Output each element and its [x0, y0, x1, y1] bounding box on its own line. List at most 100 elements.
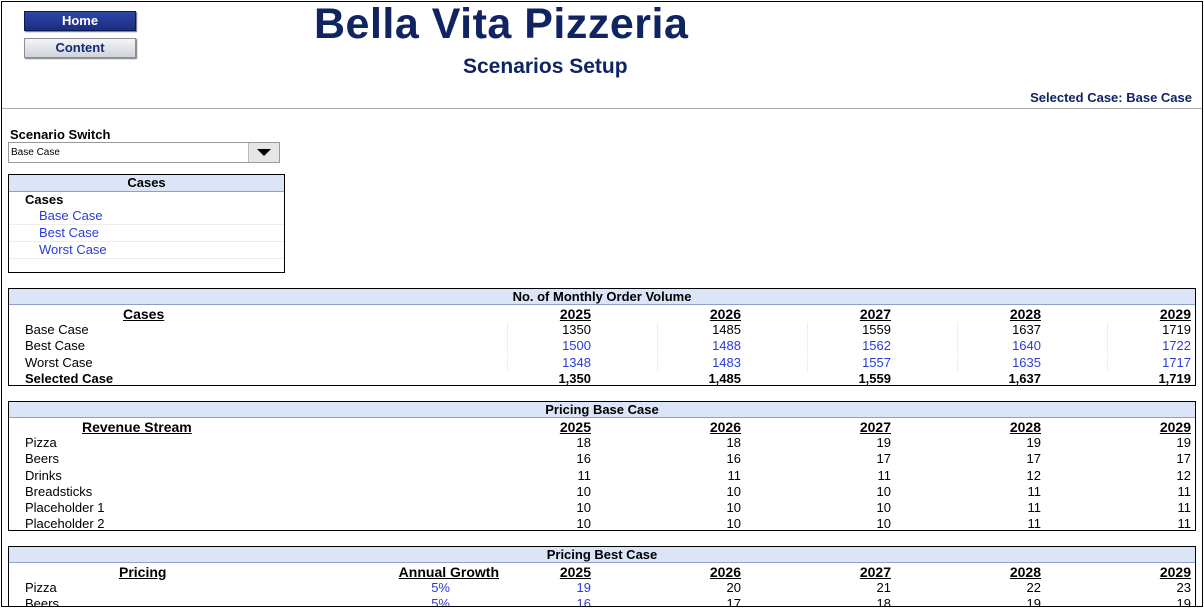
- volume-selected-label: Selected Case: [25, 370, 114, 386]
- pricing_base-value-cell: 16: [576, 451, 591, 467]
- case-item-best[interactable]: Best Case: [9, 225, 284, 242]
- cell-divider: [807, 322, 808, 339]
- year-header-2028: 2028: [1009, 419, 1041, 435]
- volume-value-cell[interactable]: 1488: [712, 338, 741, 354]
- volume-value-cell[interactable]: 1348: [562, 354, 591, 370]
- year-header-2026: 2026: [709, 306, 741, 322]
- header-divider: [2, 108, 1202, 109]
- pricing_base-value-cell: 11: [727, 467, 742, 483]
- volume-row: Base Case 1350 1485 1559 1637 1719: [9, 321, 1195, 339]
- pricing_best-growth-cell[interactable]: 5%: [431, 596, 450, 607]
- volume-value-cell[interactable]: 1717: [1162, 354, 1191, 370]
- pricing_best-label-header: Pricing: [119, 564, 167, 580]
- cell-divider: [957, 322, 958, 339]
- pricing_base-column-header-row: Revenue Stream 2025 2026 2027 2028 2029: [9, 418, 1195, 435]
- volume-value-cell[interactable]: 1500: [562, 338, 591, 354]
- pricing_base-header: Pricing Base Case: [9, 402, 1195, 418]
- year-header-2025: 2025: [559, 306, 591, 322]
- year-header-2028: 2028: [1009, 306, 1041, 322]
- selected-case-label: Selected Case: Base Case: [1030, 90, 1192, 105]
- order-volume-table: No. of Monthly Order Volume Cases 2025 2026…: [8, 288, 1196, 386]
- cell-divider: [657, 322, 658, 339]
- pricing_base-label-header: Revenue Stream: [82, 419, 192, 435]
- pricing_base-row: Breadsticks 10 10 10 11 11: [9, 483, 1195, 499]
- scenario-switch-value: Base Case: [11, 147, 60, 158]
- volume-value-cell[interactable]: 1483: [712, 354, 741, 370]
- case-item-worst[interactable]: Worst Case: [9, 242, 284, 259]
- case-item-base[interactable]: Base Case: [9, 208, 284, 225]
- pricing_base-value-cell: 19: [1176, 435, 1191, 451]
- pricing_base-row-label: Placeholder 2: [25, 516, 105, 531]
- pricing_base-row-label: Drinks: [25, 467, 62, 483]
- pricing_best-row-label: Beers: [25, 596, 59, 607]
- pricing_base-value-cell: 12: [1176, 467, 1191, 483]
- pricing_base-row-label: Beers: [25, 451, 59, 467]
- pricing_base-row: Pizza 18 18 19 19 19: [9, 434, 1195, 450]
- pricing_best-growth-header: Annual Growth: [398, 564, 499, 580]
- scenario-switch-dropdown[interactable]: Base Case: [8, 142, 280, 163]
- cases-panel: Cases Cases Base Case Best Case Worst Ca…: [8, 174, 285, 273]
- pricing-best-table: Pricing Best Case Pricing Annual Growth 202…: [8, 546, 1196, 607]
- volume-selected-row: Selected Case 1,350 1,485 1,559 1,637 1,719: [9, 370, 1195, 386]
- pricing_best-header: Pricing Best Case: [9, 547, 1195, 563]
- pricing_base-value-cell: 12: [1026, 467, 1041, 483]
- pricing_base-value-cell: 10: [876, 516, 891, 531]
- volume-selected-value: 1,719: [1158, 370, 1191, 386]
- pricing-base-table: Pricing Base Case Revenue Stream 2025 2026 2…: [8, 401, 1196, 531]
- scenario-switch-label: Scenario Switch: [10, 127, 111, 142]
- pricing_best-value-cell: 17: [726, 596, 741, 607]
- pricing_best-value-cell: 19: [1026, 596, 1041, 607]
- year-header-2026: 2026: [709, 419, 741, 435]
- cell-divider: [1107, 322, 1108, 339]
- volume-value-cell[interactable]: 1562: [862, 338, 891, 354]
- pricing_base-value-cell: 10: [576, 483, 591, 499]
- pricing_best-value-cell: 21: [876, 580, 891, 596]
- volume-row-label: Worst Case: [25, 354, 93, 370]
- volume-value-cell: 1485: [712, 322, 741, 338]
- pricing_base-value-cell: 19: [876, 435, 891, 451]
- pricing_best-growth-cell[interactable]: 5%: [431, 580, 450, 596]
- cell-divider: [957, 338, 958, 355]
- pricing_base-value-cell: 17: [1176, 451, 1191, 467]
- volume-value-cell[interactable]: 1635: [1012, 354, 1041, 370]
- volume-row: Worst Case 1348 1483 1557 1635 1717: [9, 354, 1195, 371]
- year-header-2029: 2029: [1159, 564, 1191, 580]
- year-header-2027: 2027: [859, 419, 891, 435]
- year-header-2029: 2029: [1159, 419, 1191, 435]
- pricing_base-value-cell: 18: [576, 435, 591, 451]
- pricing_best-row: Pizza 5% 19 20 21 22 23: [9, 579, 1195, 595]
- cell-divider: [807, 354, 808, 371]
- cell-divider: [1107, 354, 1108, 371]
- pricing_best-value-cell: 19: [1176, 596, 1191, 607]
- pricing_best-value-cell: 20: [726, 580, 741, 596]
- pricing_best-row: Beers 5% 16 17 18 19 19: [9, 595, 1195, 607]
- year-header-2025: 2025: [559, 419, 591, 435]
- content-button[interactable]: Content: [24, 38, 136, 58]
- year-header-2027: 2027: [859, 306, 891, 322]
- pricing_best-row-label: Pizza: [25, 580, 57, 596]
- year-header-2027: 2027: [859, 564, 891, 580]
- pricing_base-value-cell: 11: [1027, 483, 1042, 499]
- volume-row: Best Case 1500 1488 1562 1640 1722: [9, 337, 1195, 355]
- volume-selected-value: 1,485: [708, 370, 741, 386]
- volume-value-cell[interactable]: 1722: [1162, 338, 1191, 354]
- pricing_base-row: Placeholder 1 10 10 10 11 11: [9, 499, 1195, 515]
- volume-value-cell: 1559: [862, 322, 891, 338]
- pricing_base-value-cell: 17: [876, 451, 891, 467]
- year-header-2029: 2029: [1159, 306, 1191, 322]
- pricing_base-value-cell: 10: [876, 483, 891, 499]
- pricing_best-value-cell[interactable]: 16: [576, 596, 591, 607]
- chevron-down-icon[interactable]: [248, 143, 279, 162]
- home-button[interactable]: Home: [24, 11, 136, 31]
- cell-divider: [507, 322, 508, 339]
- volume-row-label: Best Case: [25, 338, 85, 354]
- year-header-2028: 2028: [1009, 564, 1041, 580]
- pricing_best-value-cell[interactable]: 19: [576, 580, 591, 596]
- volume-value-cell[interactable]: 1557: [862, 354, 891, 370]
- pricing_base-value-cell: 10: [576, 516, 591, 531]
- volume-value-cell: 1637: [1012, 322, 1041, 338]
- pricing_base-value-cell: 10: [726, 499, 741, 515]
- volume-value-cell[interactable]: 1640: [1012, 338, 1041, 354]
- year-header-2025: 2025: [559, 564, 591, 580]
- cell-divider: [507, 338, 508, 355]
